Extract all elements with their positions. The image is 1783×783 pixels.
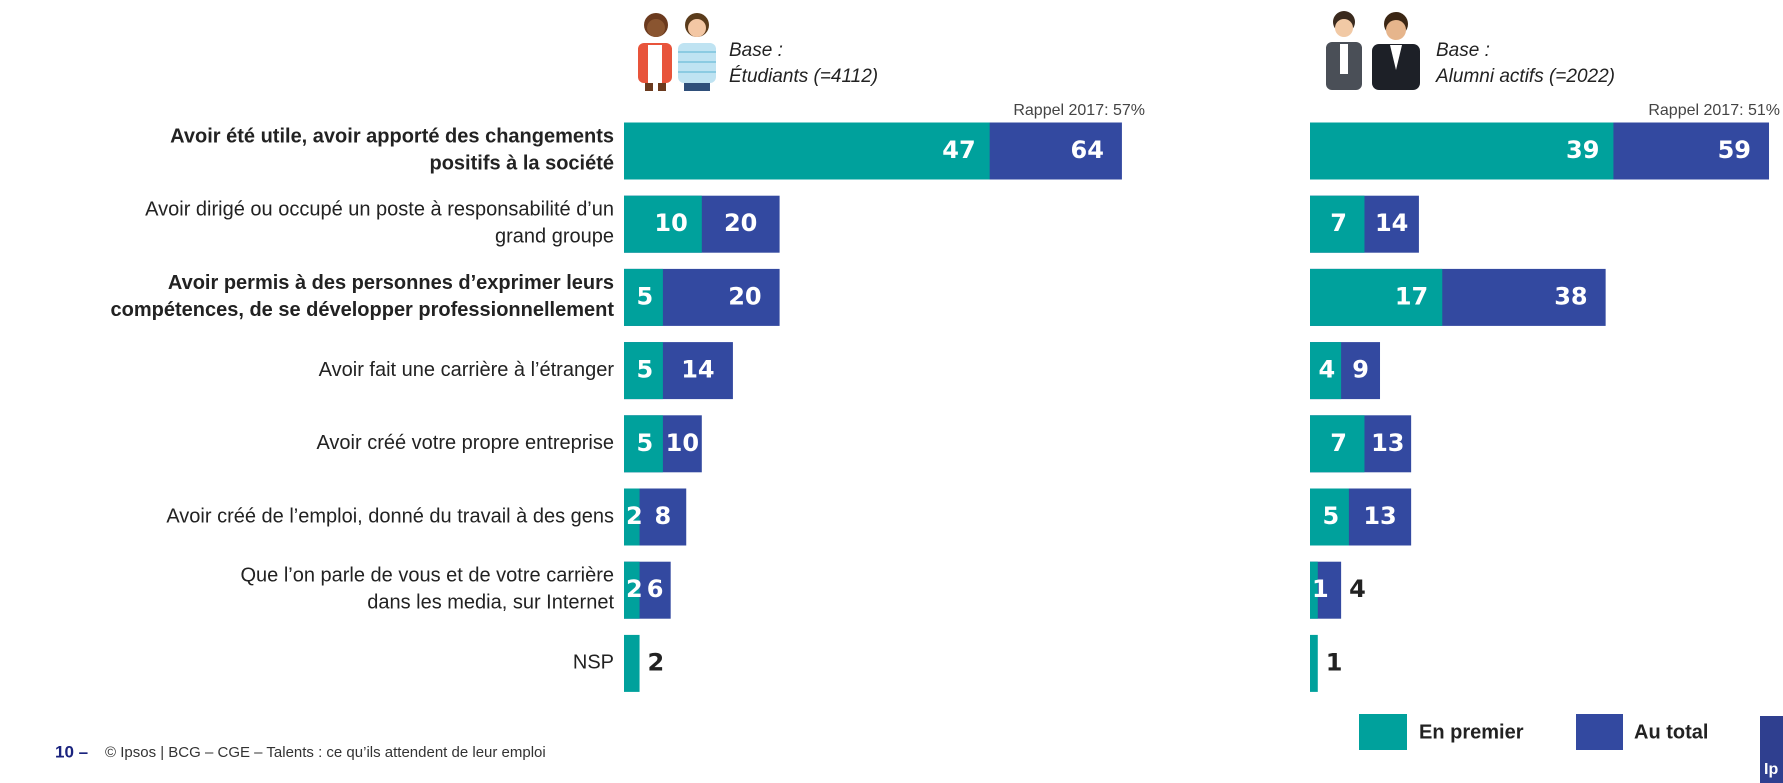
value-label: 1 xyxy=(1326,648,1343,676)
value-label: 2 xyxy=(626,575,643,603)
category-label: Avoir dirigé ou occupé un poste à respon… xyxy=(145,199,614,248)
bar-first xyxy=(624,635,640,692)
value-label: 47 xyxy=(942,136,975,164)
value-label: 64 xyxy=(1071,136,1104,164)
value-label: 8 xyxy=(655,502,672,530)
value-label: 5 xyxy=(636,356,653,384)
value-label: 7 xyxy=(1330,429,1347,457)
logo-text: Ip xyxy=(1764,761,1778,778)
value-label: 4 xyxy=(1319,356,1336,384)
category-label: NSP xyxy=(573,652,614,674)
panel-subtitle: Étudiants (=4112) xyxy=(729,66,878,87)
value-label: 20 xyxy=(728,282,761,310)
page-number: 10 – xyxy=(55,742,88,761)
value-label: 20 xyxy=(724,209,757,237)
value-label: 13 xyxy=(1371,429,1404,457)
bar-first xyxy=(1310,635,1318,692)
value-label: 13 xyxy=(1363,502,1396,530)
legend-swatch xyxy=(1576,714,1623,750)
legend-swatch xyxy=(1359,714,1407,750)
panel-title: Base : xyxy=(1436,40,1490,61)
panel-subtitle: Alumni actifs (=2022) xyxy=(1435,66,1615,87)
chart: Base : Étudiants (=4112) Rappel 2017: 57… xyxy=(0,0,1783,783)
value-label: 1 xyxy=(1312,575,1329,603)
students-icon xyxy=(638,13,716,91)
value-label: 6 xyxy=(647,575,664,603)
category-label: Avoir permis à des personnes d’exprimer … xyxy=(111,272,615,321)
value-label: 9 xyxy=(1352,356,1369,384)
category-label: Que l’on parle de vous et de votre carri… xyxy=(240,565,614,614)
value-label: 10 xyxy=(666,429,699,457)
annotation: Rappel 2017: 51% xyxy=(1648,102,1780,119)
bar-first xyxy=(624,123,990,180)
category-label: Avoir été utile, avoir apporté des chang… xyxy=(170,126,614,175)
value-label: 14 xyxy=(1375,209,1408,237)
panel-title: Base : xyxy=(729,40,783,61)
value-label: 4 xyxy=(1349,575,1366,603)
value-label: 2 xyxy=(648,648,665,676)
annotation: Rappel 2017: 57% xyxy=(1013,102,1145,119)
value-label: 59 xyxy=(1718,136,1751,164)
value-label: 5 xyxy=(636,429,653,457)
category-label: Avoir créé votre propre entreprise xyxy=(316,432,614,454)
value-label: 2 xyxy=(626,502,643,530)
legend-label: En premier xyxy=(1419,721,1524,743)
value-label: 14 xyxy=(681,356,714,384)
category-label: Avoir fait une carrière à l’étranger xyxy=(319,359,615,381)
alumni-icon xyxy=(1326,11,1420,90)
legend-label: Au total xyxy=(1634,721,1708,743)
category-label: Avoir créé de l’emploi, donné du travail… xyxy=(166,505,614,527)
value-label: 5 xyxy=(636,282,653,310)
value-label: 5 xyxy=(1322,502,1339,530)
value-label: 7 xyxy=(1330,209,1347,237)
legend: En premier Au total xyxy=(1359,714,1708,750)
value-label: 17 xyxy=(1395,282,1428,310)
footer-text: © Ipsos | BCG – CGE – Talents : ce qu’il… xyxy=(105,744,546,761)
value-label: 38 xyxy=(1554,282,1587,310)
value-label: 10 xyxy=(654,209,687,237)
value-label: 39 xyxy=(1566,136,1599,164)
